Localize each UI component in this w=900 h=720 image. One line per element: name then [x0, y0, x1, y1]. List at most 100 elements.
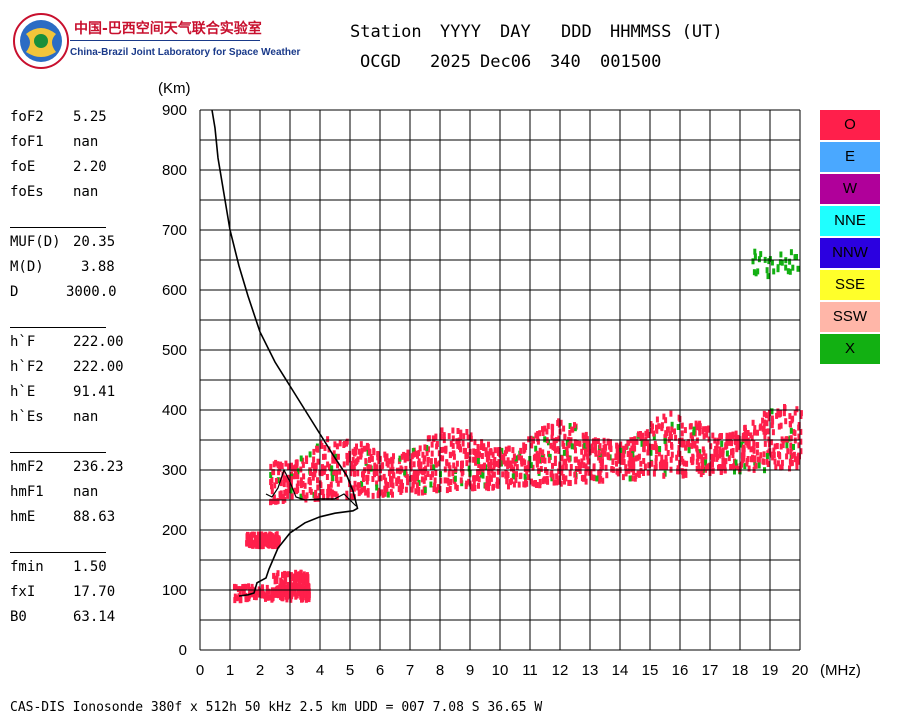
echo-point: [257, 586, 261, 593]
echo-point: [417, 450, 421, 456]
echo-point: [639, 467, 643, 474]
echo-point: [429, 464, 433, 471]
echo-point: [497, 462, 501, 469]
param-value: nan: [73, 409, 99, 425]
echo-point: [707, 425, 711, 432]
echo-point: [400, 453, 404, 460]
param-value: 1.50: [73, 559, 107, 575]
echo-point: [697, 467, 701, 474]
echo-point: [659, 464, 663, 471]
echo-point: [663, 437, 667, 444]
echo-point: [296, 590, 300, 597]
x-tick-label: 9: [466, 662, 474, 679]
echo-point: [664, 444, 668, 451]
echo-point: [277, 591, 281, 598]
echo-point: [455, 485, 459, 491]
echo-point: [790, 417, 794, 424]
echo-point: [753, 248, 757, 255]
echo-point: [303, 494, 307, 501]
echo-point: [492, 458, 496, 465]
echo-point: [462, 433, 466, 440]
echo-point: [376, 492, 380, 499]
echo-point: [709, 453, 713, 460]
echo-point: [301, 585, 305, 592]
echo-point: [371, 492, 375, 499]
echo-point: [383, 485, 387, 492]
echo-point: [797, 422, 801, 428]
echo-point: [502, 458, 506, 465]
echo-point: [261, 584, 264, 591]
echo-point: [443, 466, 447, 473]
echo-point: [329, 481, 333, 488]
x-tick-label: 7: [406, 662, 414, 679]
echo-point: [585, 441, 589, 448]
echo-point: [557, 468, 561, 475]
x-tick-label: 10: [492, 662, 509, 679]
echo-point: [615, 447, 619, 454]
echo-point: [552, 479, 556, 486]
echo-point: [676, 424, 680, 430]
echo-point: [439, 433, 443, 440]
echo-point: [634, 472, 638, 479]
echo-point: [757, 462, 761, 469]
echo-point: [505, 447, 509, 454]
echo-point: [365, 475, 369, 482]
echo-point: [300, 596, 303, 603]
echo-point: [534, 481, 538, 488]
echo-point: [773, 458, 777, 465]
echo-point: [545, 428, 549, 435]
echo-point: [427, 435, 431, 442]
echo-point: [502, 453, 506, 460]
echo-point: [303, 589, 307, 596]
echo-point: [646, 469, 650, 476]
echo-point: [353, 446, 357, 453]
echo-point: [466, 434, 470, 441]
legend-item: SSE: [820, 270, 880, 300]
echo-point: [583, 442, 587, 449]
echo-point: [491, 451, 495, 458]
x-tick-label: 13: [582, 662, 599, 679]
echo-point: [718, 446, 722, 453]
echo-point: [282, 481, 286, 488]
param-value: 5.25: [73, 109, 107, 125]
echo-point: [563, 434, 567, 441]
echo-point: [304, 596, 308, 603]
echo-point: [476, 469, 480, 476]
echo-point: [434, 457, 437, 464]
echo-point: [562, 449, 566, 456]
echo-point: [695, 446, 699, 453]
echo-point: [406, 455, 410, 462]
echo-point: [307, 596, 311, 603]
echo-point: [345, 452, 349, 459]
echo-point: [788, 268, 792, 275]
echo-point: [622, 451, 626, 458]
echo-point: [320, 489, 324, 496]
echo-point: [336, 480, 340, 487]
echo-point: [711, 461, 714, 468]
echo-point: [278, 491, 282, 498]
echo-point: [546, 423, 550, 430]
echo-point: [524, 476, 527, 483]
echo-point: [244, 583, 248, 590]
echo-point: [565, 439, 569, 446]
echo-point: [322, 468, 326, 475]
y-tick-label: 200: [162, 522, 187, 539]
param-name: foEs: [10, 184, 44, 200]
param-value: 2.20: [73, 159, 107, 175]
echo-point: [749, 446, 753, 453]
echo-point: [684, 444, 688, 451]
echo-point: [606, 439, 610, 446]
echo-point: [268, 539, 272, 546]
echo-point: [290, 493, 294, 500]
echo-point: [447, 470, 451, 477]
echo-point: [501, 471, 505, 478]
echo-point: [774, 464, 778, 471]
echo-point: [631, 451, 635, 458]
echo-point: [697, 462, 701, 469]
echo-point: [475, 454, 478, 461]
echo-point: [531, 464, 535, 471]
echo-point: [295, 461, 298, 467]
echo-point: [304, 579, 308, 586]
echo-point: [338, 468, 342, 475]
echo-point: [325, 474, 329, 480]
